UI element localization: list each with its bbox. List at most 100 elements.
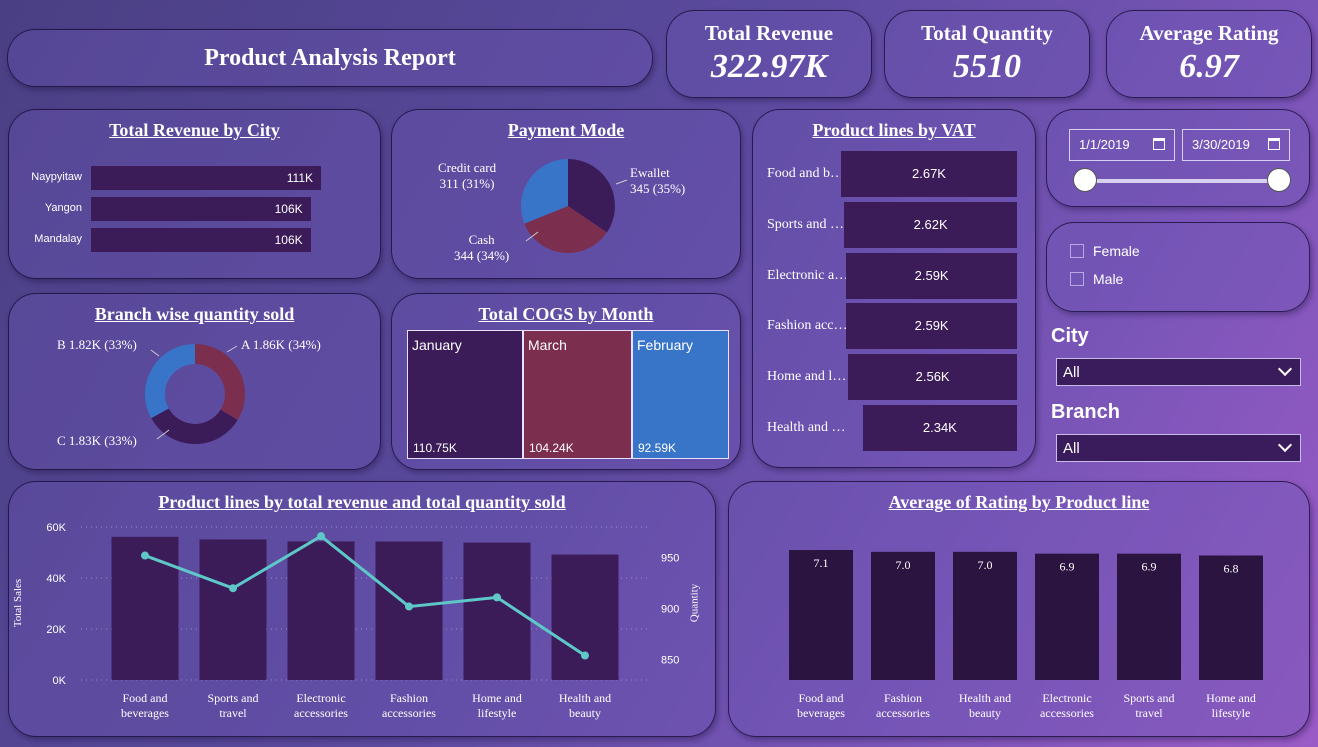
payment-pie-chart xyxy=(521,159,628,253)
kpi-label: Total Quantity xyxy=(921,21,1053,45)
treemap-cell-march[interactable]: March 104.24K xyxy=(523,330,632,459)
quantity-point xyxy=(405,602,413,611)
vat-by-product-panel: Product lines by VAT Food and b… 2.67K Spo… xyxy=(752,109,1036,468)
checkbox-female[interactable] xyxy=(1070,244,1084,258)
city-bar[interactable]: 111K xyxy=(91,166,321,190)
treemap-cell-january[interactable]: January 110.75K xyxy=(407,330,523,459)
vat-bar-label: Sports and … xyxy=(767,216,844,232)
avg-rating-bar-chart: 7.1 7.0 7.0 6.9 6.9 6.8 xyxy=(789,550,1263,680)
gender-filter: Female Male xyxy=(1046,222,1310,312)
rating-bar xyxy=(789,550,853,680)
chevron-down-icon[interactable] xyxy=(1277,361,1293,377)
branch-slicer-label: Branch xyxy=(1051,401,1120,423)
calendar-icon[interactable] xyxy=(1153,138,1165,150)
date-range-filter: 1/1/2019 3/30/2019 xyxy=(1046,109,1310,207)
donut-slice-c xyxy=(151,408,238,444)
treemap-cell-name: March xyxy=(528,337,567,353)
pie-slice-ewallet xyxy=(568,159,615,233)
treemap-cell-value: 104.24K xyxy=(529,441,574,455)
revenue-bar xyxy=(551,554,619,680)
treemap-cell-value: 110.75K xyxy=(413,441,457,455)
branch-dropdown[interactable]: All xyxy=(1056,434,1301,462)
slice-value: 345 (35%) xyxy=(630,181,686,196)
rating-value-label: 7.1 xyxy=(814,556,829,570)
y-axis-label: Total Sales xyxy=(12,578,25,628)
slice-name: Credit card xyxy=(438,160,497,175)
page-title: Product Analysis Report xyxy=(204,44,456,71)
kpi-total-revenue: Total Revenue 322.97K xyxy=(666,10,872,98)
branch-dropdown-value: All xyxy=(1063,440,1080,457)
vat-bar[interactable]: 2.67K xyxy=(841,151,1017,197)
kpi-label: Average Rating xyxy=(1139,21,1279,45)
panel-title: Payment Mode xyxy=(507,120,625,140)
vat-bar[interactable]: 2.56K xyxy=(848,354,1017,401)
rating-bar xyxy=(1199,555,1263,680)
rating-value-label: 6.8 xyxy=(1224,561,1239,575)
kpi-value: 322.97K xyxy=(710,48,828,85)
rating-value-label: 6.9 xyxy=(1142,560,1157,574)
x-tick-label: Food and beverages xyxy=(121,691,169,720)
pie-label-cash: Cash 344 (34%) xyxy=(454,232,509,264)
panel-title: Total COGS by Month xyxy=(478,304,654,324)
treemap-cell-february[interactable]: February 92.59K xyxy=(632,330,729,459)
y-tick-label: 20K xyxy=(46,624,66,636)
date-slider-handle-end[interactable] xyxy=(1267,168,1291,192)
vat-bar-label: Fashion acc… xyxy=(767,318,848,334)
donut-label-b: B 1.82K (33%) xyxy=(57,337,137,352)
vat-bar[interactable]: 2.34K xyxy=(862,405,1017,451)
slice-name: Cash xyxy=(468,232,495,247)
checkbox-male[interactable] xyxy=(1070,272,1084,286)
pie-leader-line xyxy=(615,179,628,185)
chevron-down-icon[interactable] xyxy=(1277,437,1293,453)
quantity-point xyxy=(493,593,501,602)
donut-label-c: C 1.83K (33%) xyxy=(57,433,137,448)
rating-value-label: 6.9 xyxy=(1060,560,1075,574)
donut-label-a: A 1.86K (34%) xyxy=(241,337,321,352)
pie-slice-cash xyxy=(524,206,607,253)
avg-rating-panel: Average of Rating by Product line 7.1 7.0… xyxy=(728,481,1310,737)
vat-bar[interactable]: 2.62K xyxy=(844,201,1017,248)
city-bar[interactable]: 106K xyxy=(91,197,311,221)
option-female-label: Female xyxy=(1093,243,1140,259)
x-tick-label: Home and lifestyle xyxy=(1206,691,1256,720)
report-title-card: Product Analysis Report xyxy=(7,29,653,87)
panel-title: Branch wise quantity sold xyxy=(94,304,295,324)
vat-bar-label: Health and … xyxy=(767,420,846,435)
quantity-line xyxy=(144,534,586,657)
rating-bar xyxy=(1035,553,1099,680)
y-tick-label: 0K xyxy=(53,675,67,687)
vat-bar-label: Home and l… xyxy=(767,369,847,385)
slice-name: Ewallet xyxy=(630,165,670,180)
donut-leader-line xyxy=(150,349,160,357)
vat-bar-value: 2.56K xyxy=(915,369,950,385)
x-tick-label: Sports and travel xyxy=(1123,691,1175,720)
y2-tick-label: 850 xyxy=(661,655,679,667)
x-tick-label: Food and beverages xyxy=(797,691,845,720)
donut-slice-a xyxy=(194,344,245,421)
date-start-value: 1/1/2019 xyxy=(1079,137,1130,152)
y-tick-label: 40K xyxy=(46,573,66,585)
date-end-input[interactable]: 3/30/2019 xyxy=(1182,129,1290,161)
date-start-input[interactable]: 1/1/2019 xyxy=(1069,129,1175,161)
x-tick-label: Health and beauty xyxy=(958,691,1012,720)
y2-tick-label: 950 xyxy=(661,553,679,565)
city-dropdown[interactable]: All xyxy=(1056,358,1301,386)
vat-bar[interactable]: 2.59K xyxy=(846,252,1017,299)
calendar-icon[interactable] xyxy=(1268,138,1280,150)
x-tick-label: Electronic accessories xyxy=(294,691,348,720)
revenue-quantity-panel: Product lines by total revenue and total… xyxy=(8,481,716,737)
treemap-cell-name: February xyxy=(637,337,694,353)
pie-slice-credit-card xyxy=(521,159,568,224)
rating-bar xyxy=(1117,553,1181,680)
date-slider-handle-start[interactable] xyxy=(1073,168,1097,192)
slice-value: 311 (31%) xyxy=(439,176,495,191)
city-bar[interactable]: 106K xyxy=(91,228,311,252)
revenue-bar xyxy=(287,541,355,680)
date-slider-track[interactable] xyxy=(1085,179,1278,183)
vat-bar[interactable]: 2.59K xyxy=(846,303,1017,350)
city-bar-value: 111K xyxy=(286,171,313,185)
city-bar-label: Naypyitaw xyxy=(31,171,82,183)
y-tick-label: 60K xyxy=(46,522,66,534)
x-tick-label: Sports and travel xyxy=(207,691,259,720)
x-tick-label: Fashion accessories xyxy=(876,691,930,720)
